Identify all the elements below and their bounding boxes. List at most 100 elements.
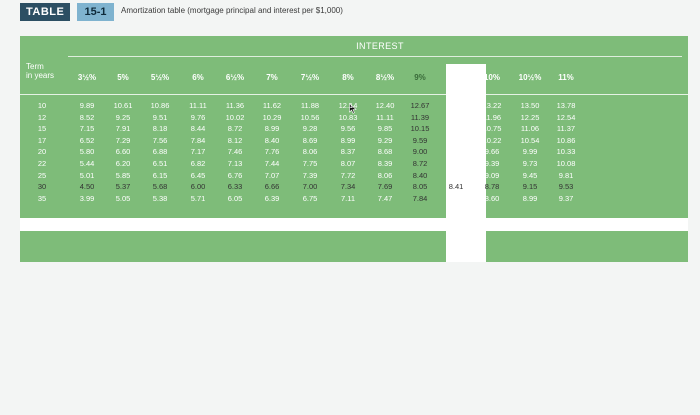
payment-cell: 9.37 <box>558 193 574 203</box>
term-cell: 20 <box>37 147 47 157</box>
payment-cell: 7.46 <box>227 147 243 157</box>
payment-cell: 10.29 <box>262 112 282 122</box>
payment-cell: 8.06 <box>377 170 393 180</box>
payment-cell: 7.39 <box>302 170 318 180</box>
payment-cell: 10.02 <box>225 112 245 122</box>
payment-cell: 12.67 <box>410 101 430 110</box>
payment-cell: 7.84 <box>412 193 428 203</box>
payment-cell: 7.47 <box>377 193 393 203</box>
payment-cell: 5.44 <box>79 159 95 168</box>
payment-cell: 9.28 <box>302 124 318 134</box>
payment-cell: 6.00 <box>190 182 206 192</box>
payment-cell: 8.99 <box>340 135 356 145</box>
payment-cell: 6.51 <box>152 159 168 168</box>
payment-cell: 6.20 <box>115 159 131 168</box>
term-cell: 10 <box>37 101 47 110</box>
payment-cell: 7.07 <box>264 170 280 180</box>
payment-cell: 12.14 <box>338 101 358 110</box>
payment-cell: 6.60 <box>115 147 131 157</box>
payment-cell: 11.37 <box>556 124 576 134</box>
payment-cell: 7.75 <box>302 159 318 168</box>
payment-cell: 8.40 <box>264 135 280 145</box>
payment-cell: 12.54 <box>556 112 576 122</box>
term-column-header: Term in years <box>26 62 54 80</box>
payment-cell: 7.84 <box>190 135 206 145</box>
payment-cell: 7.17 <box>190 147 206 157</box>
payment-cell: 6.76 <box>227 170 243 180</box>
payment-cell: 7.34 <box>340 182 356 192</box>
rate-header: 10% <box>483 73 500 82</box>
payment-cell: 7.29 <box>115 135 131 145</box>
payment-cell: 8.12 <box>227 135 243 145</box>
payment-cell: 5.38 <box>152 193 168 203</box>
payment-cell: 11.39 <box>410 112 430 122</box>
term-cell: 30 <box>37 182 47 192</box>
payment-cell: 8.78 <box>484 182 500 192</box>
payment-cell: 7.11 <box>340 193 356 203</box>
payment-cell: 9.15 <box>522 182 538 192</box>
payment-cell: 10.83 <box>338 112 358 122</box>
payment-cell: 11.67 <box>446 112 466 122</box>
payment-cell: 6.52 <box>79 135 95 145</box>
rate-header: 8½% <box>375 73 395 82</box>
payment-cell: 3.99 <box>79 193 95 203</box>
payment-cell: 11.36 <box>225 101 245 110</box>
payment-cell: 5.01 <box>79 170 95 180</box>
payment-cell: 11.11 <box>376 112 394 122</box>
payment-cell: 6.39 <box>264 193 280 203</box>
payment-cell: 8.41 <box>448 182 464 192</box>
payment-cell: 9.05 <box>448 159 464 168</box>
payment-cell: 9.00 <box>412 147 428 157</box>
payment-cell: 8.05 <box>412 182 428 192</box>
payment-cell: 7.00 <box>302 182 318 192</box>
payment-cell: 6.82 <box>190 159 206 168</box>
payment-cell: 9.45 <box>522 170 538 180</box>
payment-cell: 7.91 <box>115 124 131 134</box>
payment-cell: 8.06 <box>302 147 318 157</box>
table-header: TABLE 15-1 Amortization table (mortgage … <box>0 0 700 26</box>
payment-cell: 7.44 <box>264 159 280 168</box>
payment-cell: 5.37 <box>115 182 131 192</box>
payment-cell: 5.68 <box>152 182 168 192</box>
payment-cell: 8.69 <box>302 135 318 145</box>
payment-cell: 9.25 <box>115 112 131 122</box>
payment-cell: 7.69 <box>377 182 393 192</box>
term-cell: 17 <box>37 135 47 145</box>
term-cell: 12 <box>37 112 47 122</box>
payment-cell: 9.29 <box>377 135 393 145</box>
payment-cell: 7.15 <box>79 124 95 134</box>
payment-cell: 8.07 <box>340 159 356 168</box>
payment-cell: 9.39 <box>484 159 500 168</box>
payment-cell: 12.94 <box>446 101 466 110</box>
payment-cell: 5.71 <box>190 193 206 203</box>
payment-cell: 9.99 <box>522 147 538 157</box>
table-caption: Amortization table (mortgage principal a… <box>121 6 343 15</box>
payment-cell: 10.86 <box>150 101 170 110</box>
payment-cell: 8.18 <box>152 124 168 134</box>
table-label: TABLE <box>20 3 71 21</box>
payment-cell: 8.37 <box>340 147 356 157</box>
payment-cell: 8.40 <box>412 170 428 180</box>
term-header-line-1: Term <box>26 62 44 71</box>
payment-cell: 8.99 <box>264 124 280 134</box>
payment-cell: 5.85 <box>115 170 131 180</box>
payment-cell: 8.72 <box>412 159 428 168</box>
payment-cell: 9.09 <box>484 170 500 180</box>
payment-cell: 9.66 <box>484 147 500 157</box>
payment-cell: 9.73 <box>522 159 538 168</box>
rate-header: 7% <box>266 73 278 82</box>
payment-cell: 8.72 <box>227 124 243 134</box>
rate-header: 6% <box>192 73 204 82</box>
payment-cell: 5.80 <box>79 147 95 157</box>
payment-cell: 8.68 <box>377 147 393 157</box>
payment-cell: 11.06 <box>520 124 540 134</box>
rate-header: 9% <box>414 73 426 82</box>
payment-cell: 13.22 <box>482 101 502 110</box>
payment-cell: 9.89 <box>79 101 95 110</box>
payment-cell: 10.75 <box>482 124 502 134</box>
payment-cell: 10.22 <box>482 135 502 145</box>
payment-cell: 4.50 <box>79 182 95 192</box>
payment-cell: 10.86 <box>556 135 576 145</box>
payment-cell: 6.45 <box>190 170 206 180</box>
rate-header: 3½% <box>77 73 97 82</box>
